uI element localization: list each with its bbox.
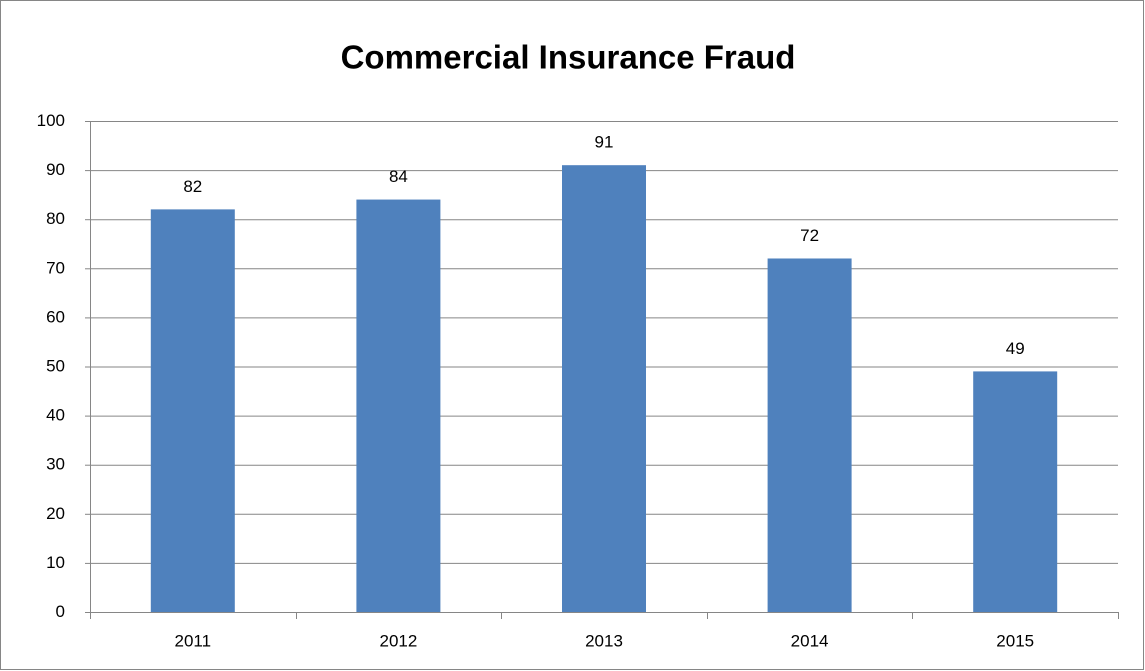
data-label: 82 <box>183 177 202 196</box>
y-tick-label: 50 <box>46 356 65 375</box>
y-tick-label: 10 <box>46 553 65 572</box>
y-tick-label: 80 <box>46 209 65 228</box>
x-tick-label: 2015 <box>996 631 1034 650</box>
y-tick-label: 60 <box>46 307 65 326</box>
data-label: 91 <box>595 133 614 152</box>
y-tick-label: 30 <box>46 455 65 474</box>
data-label: 72 <box>800 226 819 245</box>
x-tick-label: 2012 <box>379 631 417 650</box>
bar <box>562 165 646 612</box>
x-tick-label: 2014 <box>791 631 829 650</box>
data-label: 84 <box>389 167 408 186</box>
y-tick-label: 90 <box>46 160 65 179</box>
data-label: 49 <box>1006 339 1025 358</box>
bar <box>767 258 852 612</box>
y-tick-label: 40 <box>46 406 65 425</box>
bar <box>973 371 1058 612</box>
y-tick-label: 20 <box>46 504 65 523</box>
x-tick-label: 2011 <box>175 631 212 650</box>
x-tick-label: 2013 <box>585 631 623 650</box>
y-tick-label: 100 <box>37 111 65 130</box>
y-tick-label: 70 <box>46 258 65 277</box>
bar <box>150 209 235 612</box>
chart-title: Commercial Insurance Fraud <box>341 39 796 76</box>
bar <box>356 199 441 612</box>
y-tick-label: 0 <box>56 602 65 621</box>
